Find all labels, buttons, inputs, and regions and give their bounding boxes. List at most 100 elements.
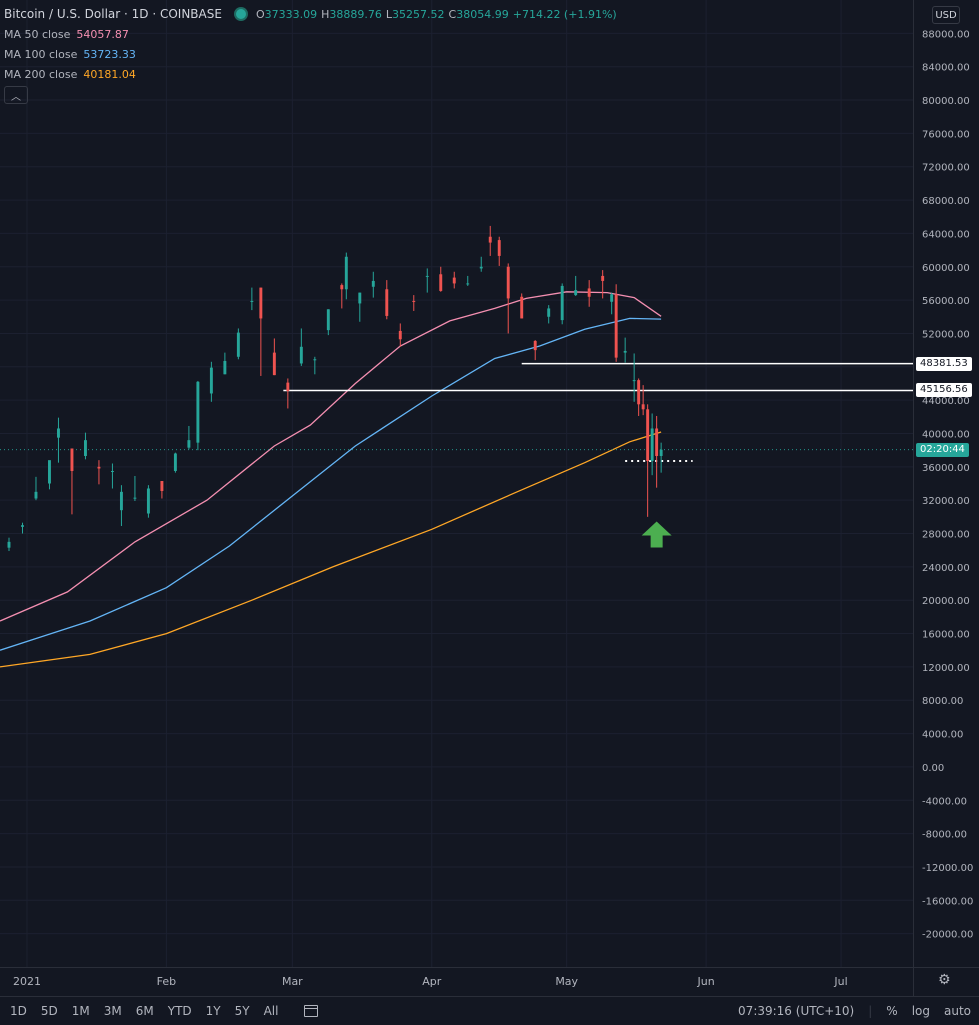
candle xyxy=(70,448,74,515)
timeframe-ytd[interactable]: YTD xyxy=(167,1004,192,1018)
candle xyxy=(560,283,564,325)
price-tick-label: 0.00 xyxy=(922,763,944,774)
candle-body xyxy=(574,290,578,296)
price-tick-label: 84000.00 xyxy=(922,63,970,74)
price-tick-label: 40000.00 xyxy=(922,429,970,440)
divider: | xyxy=(868,1004,873,1018)
candle-body xyxy=(250,300,254,302)
candle-body xyxy=(646,409,650,461)
ma200-legend[interactable]: MA 200 close 40181.04 xyxy=(4,64,621,84)
candle-body xyxy=(326,309,330,331)
candle xyxy=(659,442,663,473)
candle xyxy=(614,284,618,362)
level-price-tag: 48381.53 xyxy=(916,356,972,371)
change-value: +714.22 (+1.91%) xyxy=(512,7,617,21)
candle-body xyxy=(48,460,51,484)
candle-body xyxy=(497,240,501,256)
candle-body xyxy=(160,480,164,492)
candle xyxy=(57,417,60,463)
candle xyxy=(358,292,362,322)
candle xyxy=(160,480,164,499)
ma100-legend[interactable]: MA 100 close 53723.33 xyxy=(4,44,621,64)
timeframe-5y[interactable]: 5Y xyxy=(234,1004,250,1018)
chevron-up-icon: ︿ xyxy=(11,91,21,103)
candle-body xyxy=(187,440,191,448)
candle xyxy=(173,452,177,473)
percent-toggle[interactable]: % xyxy=(886,1004,898,1018)
candle-body xyxy=(70,448,74,471)
candle-body xyxy=(223,360,227,375)
candle-body xyxy=(488,236,492,243)
time-tick-label: Jul xyxy=(833,975,847,988)
ma50-legend[interactable]: MA 50 close 54057.87 xyxy=(4,24,621,44)
clock-display[interactable]: 07:39:16 (UTC+10) xyxy=(738,1004,855,1018)
auto-toggle[interactable]: auto xyxy=(943,1004,971,1018)
timeframe-3m[interactable]: 3M xyxy=(103,1004,122,1018)
timeframe-1d[interactable]: 1D xyxy=(10,1004,27,1018)
candle xyxy=(632,353,636,402)
up-arrow-icon xyxy=(641,521,672,548)
candle xyxy=(299,328,303,366)
close-label: C xyxy=(448,7,457,21)
price-tick-label: 28000.00 xyxy=(922,530,970,541)
price-tick-label: 60000.00 xyxy=(922,263,970,274)
market-status-dot-icon xyxy=(235,9,246,19)
candle xyxy=(146,485,150,518)
candle-body xyxy=(173,453,177,471)
candle-body xyxy=(83,440,87,456)
price-tick-label: 68000.00 xyxy=(922,196,970,207)
candle-body xyxy=(209,367,213,394)
symbol-title[interactable]: Bitcoin / U.S. Dollar · 1D · COINBASE xyxy=(4,7,222,21)
timeframe-all[interactable]: All xyxy=(263,1004,279,1018)
currency-button[interactable]: USD xyxy=(932,6,960,24)
candle xyxy=(313,356,317,375)
collapse-legend-button[interactable]: ︿ xyxy=(4,86,28,104)
candle-body xyxy=(623,350,627,353)
candle xyxy=(466,275,470,286)
grid xyxy=(0,0,913,967)
candle-body xyxy=(650,428,654,461)
candle-body xyxy=(119,491,123,511)
price-tick-label: 32000.00 xyxy=(922,496,970,507)
log-toggle[interactable]: log xyxy=(911,1004,930,1018)
candle-body xyxy=(547,308,551,317)
candle xyxy=(344,252,348,300)
candle xyxy=(574,275,578,296)
price-tick-label: 72000.00 xyxy=(922,163,970,174)
candle-body xyxy=(425,275,429,277)
candle xyxy=(110,463,114,489)
time-tick-label: May xyxy=(555,975,578,988)
price-tick-label: 88000.00 xyxy=(922,29,970,40)
candle xyxy=(196,380,200,451)
gear-icon[interactable]: ⚙ xyxy=(938,972,951,988)
price-tick-label: -20000.00 xyxy=(922,930,973,941)
candle xyxy=(371,271,375,298)
candle-body xyxy=(659,449,663,456)
candle-body xyxy=(398,330,402,340)
candle-body xyxy=(196,381,200,443)
candle-body xyxy=(371,280,375,287)
price-tick-label: 44000.00 xyxy=(922,396,970,407)
candle xyxy=(7,537,11,552)
price-tick-label: -16000.00 xyxy=(922,896,973,907)
timeframe-1m[interactable]: 1M xyxy=(71,1004,90,1018)
candle xyxy=(601,270,605,299)
candle xyxy=(488,225,492,256)
timeframe-1y[interactable]: 1Y xyxy=(205,1004,221,1018)
candle-body xyxy=(641,404,645,410)
candle xyxy=(272,338,276,376)
price-tick-label: 4000.00 xyxy=(922,730,963,741)
candle xyxy=(650,413,654,476)
timeframe-5d[interactable]: 5D xyxy=(40,1004,58,1018)
candle-body xyxy=(259,287,263,319)
high-value: 38889.76 xyxy=(329,7,382,21)
calendar-icon[interactable] xyxy=(304,1005,319,1017)
candle xyxy=(133,475,137,502)
timeframe-6m[interactable]: 6M xyxy=(135,1004,154,1018)
candle-body xyxy=(299,346,303,364)
candle xyxy=(259,287,263,376)
candle xyxy=(452,271,456,289)
